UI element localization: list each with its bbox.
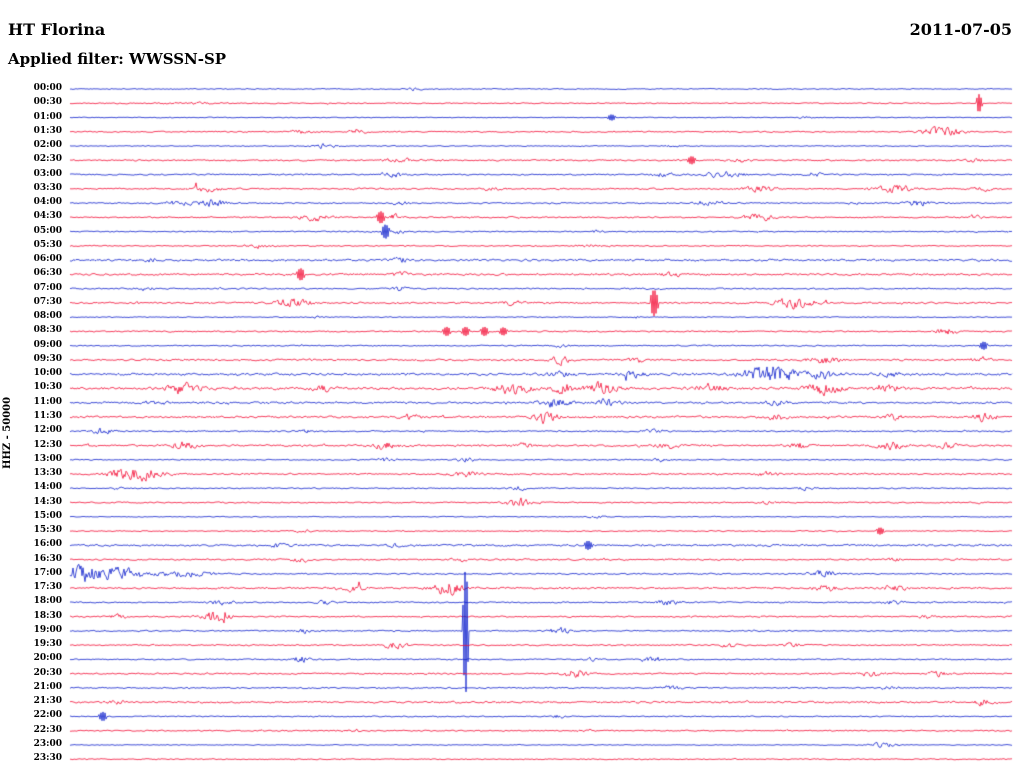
row-label: 19:30	[33, 639, 62, 650]
row-label: 17:00	[33, 567, 62, 578]
row-label: 03:30	[33, 182, 62, 193]
row-label: 07:00	[33, 282, 62, 293]
row-label: 15:30	[33, 525, 62, 536]
row-label: 15:00	[33, 510, 62, 521]
row-label: 21:30	[33, 696, 62, 707]
row-label: 14:00	[33, 482, 62, 493]
row-label: 05:00	[33, 225, 62, 236]
row-label: 05:30	[33, 239, 62, 250]
row-label: 12:00	[33, 425, 62, 436]
row-label: 01:00	[33, 111, 62, 122]
row-label: 13:30	[33, 468, 62, 479]
row-label: 06:30	[33, 268, 62, 279]
row-label: 18:30	[33, 610, 62, 621]
applied-filter-label: Applied filter: WWSSN-SP	[8, 50, 227, 68]
row-label: 00:00	[33, 83, 62, 93]
row-label: 08:30	[33, 325, 62, 336]
row-label: 18:00	[33, 596, 62, 607]
row-label: 19:00	[33, 624, 62, 635]
row-label: 22:00	[33, 710, 62, 721]
date-label: 2011-07-05	[909, 20, 1012, 39]
row-label: 16:30	[33, 553, 62, 564]
row-label: 10:00	[33, 368, 62, 379]
row-label: 04:00	[33, 197, 62, 208]
row-label: 06:00	[33, 254, 62, 265]
row-label: 10:30	[33, 382, 62, 393]
row-label: 08:00	[33, 311, 62, 322]
row-label: 07:30	[33, 296, 62, 307]
row-label: 01:30	[33, 125, 62, 136]
row-label: 09:00	[33, 339, 62, 350]
row-label: 21:00	[33, 681, 62, 692]
row-label: 17:30	[33, 582, 62, 593]
row-label: 13:00	[33, 453, 62, 464]
row-label: 16:00	[33, 539, 62, 550]
row-label: 22:30	[33, 724, 62, 735]
row-label: 11:30	[33, 410, 62, 421]
row-label: 00:30	[33, 97, 62, 108]
row-label: 20:30	[33, 667, 62, 678]
row-label: 23:30	[33, 753, 62, 764]
row-label: 04:30	[33, 211, 62, 222]
row-label: 14:30	[33, 496, 62, 507]
station-title: HT Florina	[8, 20, 106, 39]
row-label: 02:30	[33, 154, 62, 165]
row-label: 03:00	[33, 168, 62, 179]
row-label: 23:00	[33, 738, 62, 749]
row-label: 09:30	[33, 353, 62, 364]
row-label: 11:00	[33, 396, 62, 407]
row-label: 20:00	[33, 653, 62, 664]
row-label: 02:00	[33, 140, 62, 151]
row-label: 12:30	[33, 439, 62, 450]
